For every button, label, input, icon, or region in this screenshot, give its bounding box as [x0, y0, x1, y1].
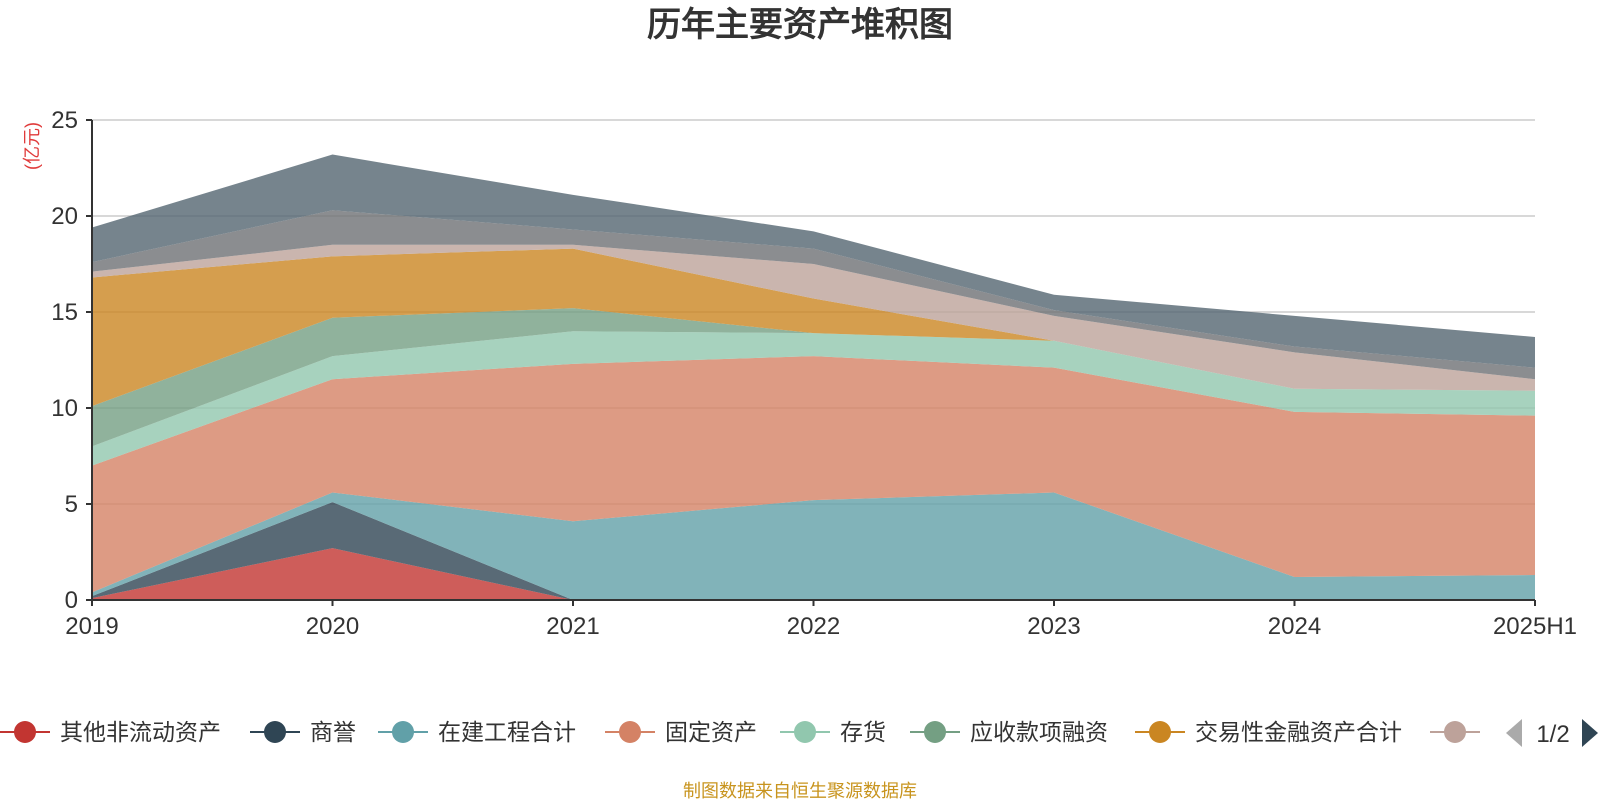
x-tick-label: 2023	[1027, 613, 1080, 640]
area-series-1	[92, 548, 1535, 600]
legend-label[interactable]: 交易性金融资产合计	[1195, 719, 1402, 745]
y-tick-label: 10	[51, 395, 78, 422]
y-tick-label: 20	[51, 203, 78, 230]
x-tick-label: 2025H1	[1493, 613, 1577, 640]
legend-label[interactable]: 在建工程合计	[438, 719, 576, 745]
legend-marker[interactable]	[1149, 721, 1171, 743]
legend-marker[interactable]	[264, 721, 286, 743]
area-series-9	[92, 210, 1535, 380]
y-tick-label: 0	[65, 587, 78, 614]
area-series-4	[92, 356, 1535, 593]
legend-label[interactable]: 商誉	[310, 719, 356, 745]
y-tick-label: 5	[65, 491, 78, 518]
area-series-6	[92, 308, 1535, 447]
source-footer: 制图数据来自恒生聚源数据库	[683, 781, 917, 800]
area-series-10	[92, 154, 1535, 368]
legend-next-icon[interactable]	[1582, 719, 1598, 747]
legend-marker[interactable]	[14, 721, 36, 743]
legend-prev-icon[interactable]	[1506, 719, 1522, 747]
y-tick-label: 25	[51, 107, 78, 134]
legend-label[interactable]: 其他非流动资产	[60, 719, 221, 745]
x-tick-label: 2020	[306, 613, 359, 640]
legend-label[interactable]: 固定资产	[665, 719, 757, 745]
y-tick-label: 15	[51, 299, 78, 326]
x-tick-label: 2022	[787, 613, 840, 640]
area-series-2	[92, 502, 1535, 600]
legend-marker[interactable]	[924, 721, 946, 743]
area-series-7	[92, 248, 1535, 407]
x-tick-label: 2024	[1268, 613, 1321, 640]
x-tick-label: 2021	[546, 613, 599, 640]
legend-page-indicator: 1/2	[1536, 721, 1569, 748]
legend-marker[interactable]	[1444, 721, 1466, 743]
area-series-3	[92, 492, 1535, 600]
area-series-5	[92, 331, 1535, 466]
legend-marker[interactable]	[794, 721, 816, 743]
legend-marker[interactable]	[392, 721, 414, 743]
chart-title: 历年主要资产堆积图	[647, 6, 953, 44]
legend-label[interactable]: 应收款项融资	[970, 719, 1108, 745]
area-series-8	[92, 244, 1535, 391]
x-tick-label: 2019	[65, 613, 118, 640]
legend-marker[interactable]	[619, 721, 641, 743]
legend-label[interactable]: 存货	[840, 719, 886, 745]
y-axis-label: (亿元)	[22, 122, 42, 170]
